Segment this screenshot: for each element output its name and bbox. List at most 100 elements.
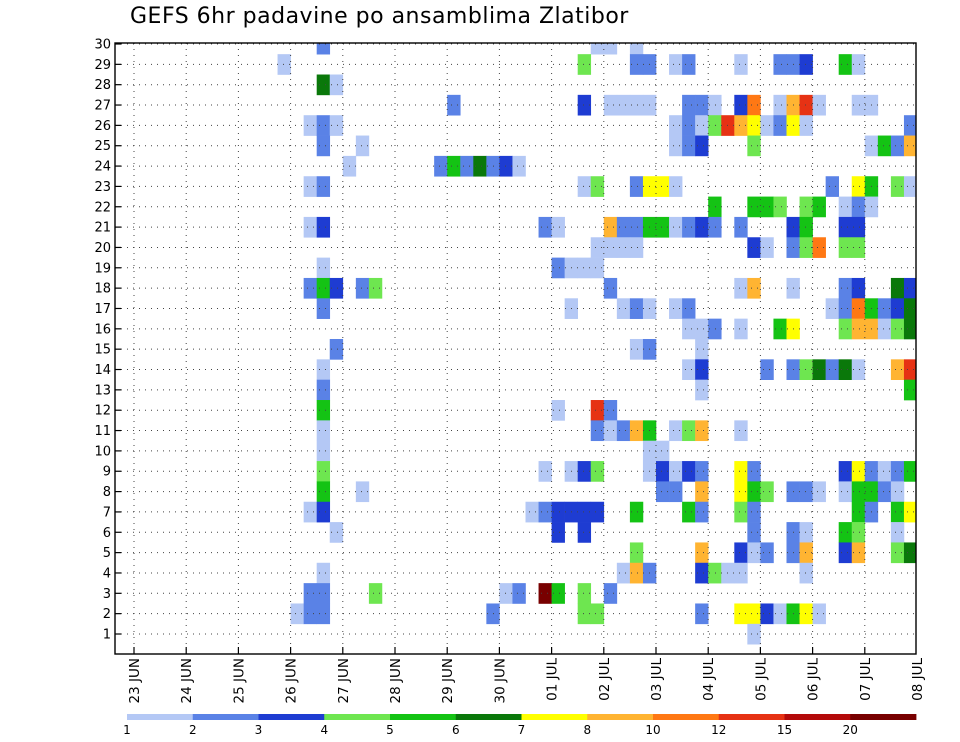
y-tick-label: 30 bbox=[94, 38, 111, 53]
heatmap-cell bbox=[447, 155, 461, 177]
heatmap-cell bbox=[682, 115, 696, 136]
heatmap-cell bbox=[603, 94, 618, 116]
heatmap-cell bbox=[629, 216, 644, 238]
heatmap-cell bbox=[838, 542, 853, 564]
heatmap-cell bbox=[799, 216, 813, 238]
heatmap-cell bbox=[590, 501, 605, 523]
legend-label: 4 bbox=[320, 723, 328, 737]
heatmap-cell bbox=[877, 298, 892, 319]
heatmap-cell bbox=[473, 155, 487, 177]
heatmap-cell bbox=[695, 216, 709, 238]
heatmap-cell bbox=[747, 135, 761, 157]
heatmap-cell bbox=[603, 277, 618, 299]
heatmap-cell bbox=[812, 359, 826, 380]
heatmap-cell bbox=[538, 216, 552, 238]
heatmap-cell bbox=[603, 237, 618, 258]
heatmap-cell bbox=[812, 603, 826, 625]
heatmap-cell bbox=[316, 583, 331, 604]
heatmap-cell bbox=[695, 318, 709, 340]
legend-swatch bbox=[653, 714, 720, 720]
heatmap-cell bbox=[316, 298, 331, 319]
legend-swatch bbox=[324, 714, 391, 720]
legend-label: 12 bbox=[711, 723, 726, 737]
heatmap-cell bbox=[695, 501, 709, 523]
heatmap-cell bbox=[368, 583, 383, 604]
heatmap-cell bbox=[825, 298, 839, 319]
heatmap-cell bbox=[708, 94, 722, 116]
heatmap-cell bbox=[695, 420, 709, 442]
heatmap-cell bbox=[629, 562, 644, 584]
heatmap-cell bbox=[838, 298, 853, 319]
heatmap-cell bbox=[512, 583, 526, 604]
x-tick-label: 01 JUL bbox=[545, 658, 561, 701]
heatmap-cell bbox=[577, 257, 592, 279]
y-tick-label: 2 bbox=[103, 607, 111, 622]
heatmap-cell bbox=[851, 461, 866, 482]
heatmap-cell bbox=[316, 135, 331, 157]
heatmap-cell bbox=[616, 237, 631, 258]
heatmap-cell bbox=[838, 54, 853, 75]
heatmap-cell bbox=[629, 501, 644, 523]
heatmap-cell bbox=[851, 54, 866, 75]
legend-swatch bbox=[455, 714, 522, 720]
heatmap-cell bbox=[734, 420, 748, 442]
heatmap-cell bbox=[316, 420, 331, 442]
heatmap-cell bbox=[551, 216, 565, 238]
heatmap-cell bbox=[590, 43, 605, 55]
y-tick-label: 22 bbox=[94, 200, 111, 215]
heatmap-cell bbox=[760, 603, 774, 625]
heatmap-cell bbox=[734, 603, 748, 625]
heatmap-cell bbox=[512, 155, 526, 177]
heatmap-cell bbox=[747, 237, 761, 258]
heatmap-cell bbox=[747, 603, 761, 625]
heatmap-cell bbox=[695, 338, 709, 360]
heatmap-cell bbox=[734, 318, 748, 340]
color-legend: 1 2 3 4 5 6 7 8 10 12 15 20 bbox=[123, 714, 917, 737]
heatmap-cell bbox=[851, 176, 866, 197]
x-tick-label: 25 JUN bbox=[231, 658, 247, 703]
legend-swatch bbox=[258, 714, 325, 720]
heatmap-cell bbox=[890, 298, 905, 319]
heatmap-cell bbox=[838, 196, 853, 218]
heatmap-cell bbox=[303, 115, 317, 136]
heatmap-cell bbox=[877, 461, 892, 482]
heatmap-cell bbox=[812, 237, 826, 258]
heatmap-cell bbox=[747, 115, 761, 136]
heatmap-cell bbox=[838, 237, 853, 258]
y-tick-label: 19 bbox=[94, 261, 111, 276]
heatmap-cell bbox=[799, 522, 813, 543]
heatmap-cell bbox=[577, 176, 592, 197]
heatmap-cell bbox=[656, 216, 670, 238]
y-tick-label: 4 bbox=[103, 566, 111, 581]
heatmap-cell bbox=[734, 216, 748, 238]
heatmap-cell bbox=[903, 115, 917, 136]
heatmap-cell bbox=[812, 481, 826, 503]
heatmap-cell bbox=[734, 94, 748, 116]
heatmap-cell bbox=[499, 155, 513, 177]
x-tick-label: 05 JUL bbox=[753, 658, 769, 701]
heatmap-cell bbox=[851, 237, 866, 258]
heatmap-cell bbox=[799, 542, 813, 564]
legend-label: 2 bbox=[189, 723, 197, 737]
heatmap-cell bbox=[838, 359, 853, 380]
heatmap-cell bbox=[799, 115, 813, 136]
y-tick-label: 29 bbox=[94, 58, 111, 73]
heatmap-cell bbox=[734, 501, 748, 523]
heatmap-cell bbox=[616, 298, 631, 319]
heatmap-cell bbox=[316, 440, 331, 462]
x-tick-label: 08 JUL bbox=[910, 658, 926, 701]
y-tick-label: 27 bbox=[94, 99, 111, 114]
heatmap-cell bbox=[903, 135, 917, 157]
y-tick-label: 13 bbox=[94, 383, 111, 398]
heatmap-cell bbox=[760, 359, 774, 380]
heatmap-cell bbox=[590, 257, 605, 279]
heatmap-cell bbox=[747, 542, 761, 564]
heatmap-cell bbox=[629, 54, 644, 75]
heatmap-cell bbox=[303, 277, 317, 299]
x-tick-label: 23 JUN bbox=[127, 658, 143, 703]
heatmap-cell bbox=[577, 461, 592, 482]
heatmap-cell bbox=[303, 176, 317, 197]
heatmap-cell bbox=[329, 115, 344, 136]
heatmap-cell bbox=[773, 94, 787, 116]
